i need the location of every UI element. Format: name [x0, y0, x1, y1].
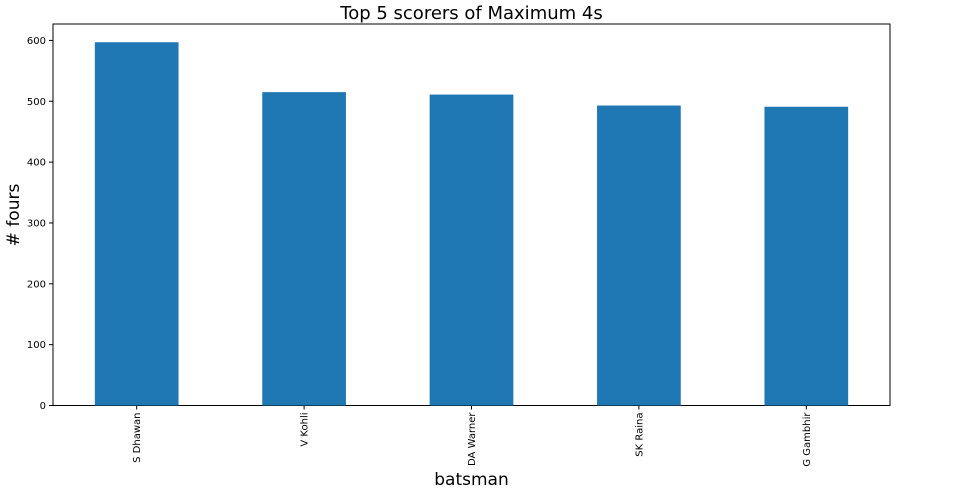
- bar-s-dhawan: [94, 42, 179, 406]
- chart-title: Top 5 scorers of Maximum 4s: [339, 3, 602, 24]
- x-tick-label: DA Warner: [467, 412, 478, 466]
- y-tick-label: 400: [27, 158, 46, 169]
- x-tick-label: V Kohli: [300, 413, 311, 447]
- y-tick-label: 500: [27, 97, 46, 108]
- x-tick-label: S Dhawan: [132, 413, 143, 463]
- x-axis-label: batsman: [434, 470, 508, 490]
- bar-da-warner: [429, 94, 514, 406]
- bars-layer: [94, 42, 849, 406]
- bar-sk-raina: [597, 105, 681, 406]
- y-tick-label: 300: [27, 218, 46, 229]
- y-tick-label: 100: [27, 340, 46, 351]
- bar-v-kohli: [262, 92, 346, 406]
- x-tick-label: G Gambhir: [802, 412, 813, 467]
- y-axis-label: # fours: [4, 184, 24, 247]
- y-tick-label: 0: [40, 401, 46, 412]
- bar-g-gambhir: [764, 106, 849, 406]
- y-tick-label: 600: [27, 36, 46, 47]
- y-axis: 0 100 200 300 400 500 600: [27, 36, 53, 412]
- x-axis: S Dhawan V Kohli DA Warner SK Raina G Gambhi…: [132, 405, 813, 467]
- y-tick-label: 200: [27, 279, 46, 290]
- x-tick-label: SK Raina: [634, 413, 645, 457]
